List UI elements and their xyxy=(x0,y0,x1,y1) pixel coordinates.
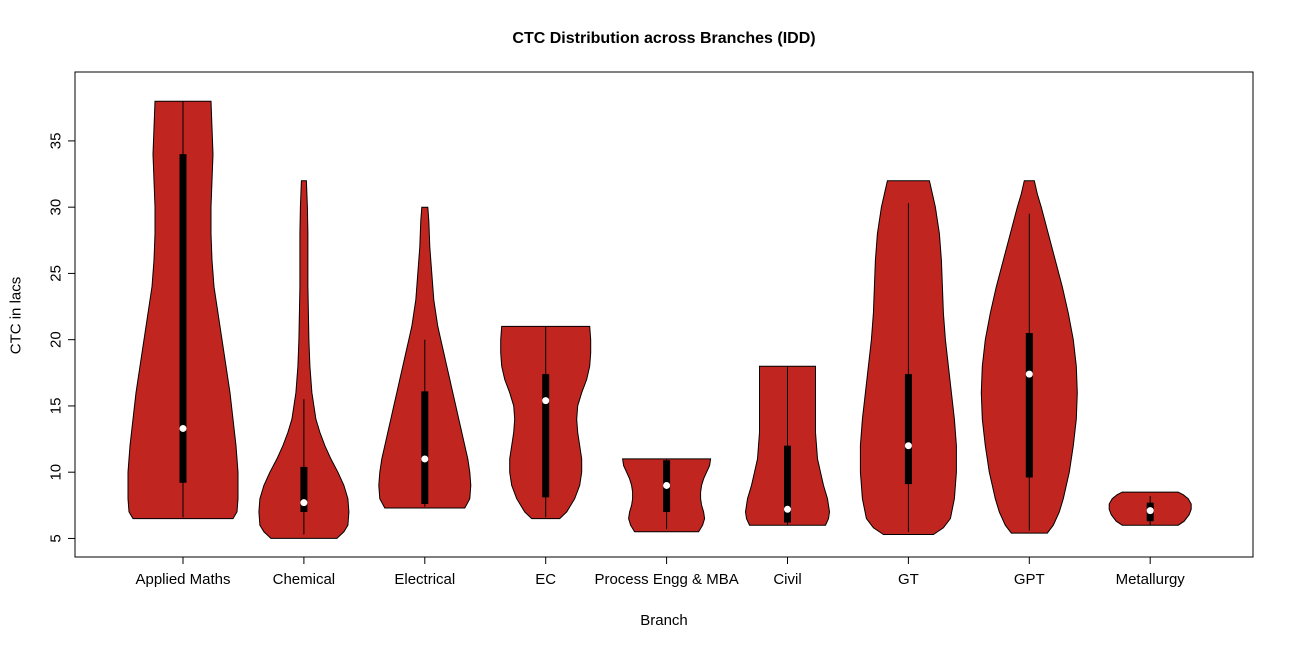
x-tick-label: GPT xyxy=(1014,571,1045,588)
median-dot xyxy=(542,397,550,405)
violin xyxy=(258,180,350,539)
x-tick-label: Electrical xyxy=(394,571,455,588)
x-axis-label: Branch xyxy=(640,612,688,629)
iqr-box xyxy=(784,445,791,523)
iqr-box xyxy=(542,374,550,498)
median-dot xyxy=(1025,370,1033,378)
chart-title: CTC Distribution across Branches (IDD) xyxy=(512,30,816,47)
median-dot xyxy=(904,442,912,450)
plot-border xyxy=(74,71,1254,558)
iqr-box xyxy=(421,391,429,504)
iqr-box xyxy=(179,154,187,483)
x-tick-label: Chemical xyxy=(273,571,336,588)
x-tick-label: EC xyxy=(535,571,556,588)
median-dot xyxy=(421,455,429,463)
x-tick-label: Process Engg & MBA xyxy=(594,571,738,588)
y-tick-label: 5 xyxy=(48,534,65,542)
median-dot xyxy=(784,505,791,513)
y-tick-label: 25 xyxy=(48,265,65,282)
y-tick-label: 35 xyxy=(48,133,65,150)
x-tick-label: Metallurgy xyxy=(1116,571,1186,588)
x-tick-label: Civil xyxy=(773,571,801,588)
median-dot xyxy=(1146,507,1154,515)
median-dot xyxy=(300,499,308,507)
iqr-box xyxy=(904,374,912,485)
y-tick-label: 20 xyxy=(48,331,65,348)
x-tick-label: GT xyxy=(898,571,919,588)
median-dot xyxy=(663,481,671,489)
y-tick-label: 10 xyxy=(48,464,65,481)
y-tick-label: 15 xyxy=(48,398,65,415)
iqr-box xyxy=(1025,333,1033,478)
x-tick-label: Applied Maths xyxy=(135,571,230,588)
iqr-box xyxy=(300,466,308,512)
y-tick-label: 30 xyxy=(48,199,65,216)
median-dot xyxy=(179,424,187,432)
